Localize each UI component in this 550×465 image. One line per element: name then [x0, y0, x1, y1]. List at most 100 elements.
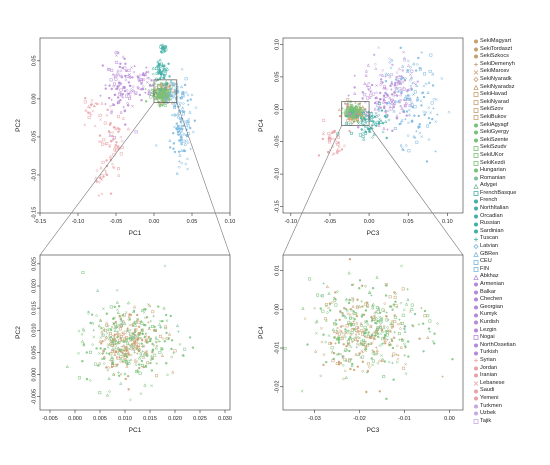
data-point — [117, 371, 120, 374]
data-point — [359, 114, 363, 118]
data-point — [123, 66, 127, 70]
data-point — [179, 95, 184, 99]
data-point — [139, 392, 143, 396]
data-point — [170, 355, 174, 359]
data-point — [398, 81, 401, 85]
legend-item: SekiSzente — [472, 137, 548, 145]
data-point — [128, 73, 131, 76]
data-point — [182, 148, 186, 152]
data-point — [142, 365, 145, 369]
data-point — [357, 109, 361, 112]
data-point — [129, 336, 132, 339]
data-point — [372, 92, 375, 96]
data-point — [366, 96, 370, 100]
data-point — [319, 307, 322, 310]
data-point — [112, 138, 115, 141]
data-point — [335, 330, 340, 334]
legend-label: Romanian — [480, 174, 506, 181]
data-point — [336, 142, 340, 145]
data-point — [105, 366, 108, 369]
data-point — [375, 84, 378, 87]
data-point — [328, 309, 332, 312]
data-point — [116, 336, 119, 339]
data-point — [418, 67, 422, 71]
data-point — [334, 303, 338, 307]
data-point — [115, 342, 119, 346]
data-point — [407, 113, 412, 117]
legend-label: Nogai — [480, 334, 495, 341]
data-point — [119, 338, 123, 342]
data-point — [365, 390, 368, 394]
data-point — [139, 353, 144, 358]
data-point — [343, 314, 346, 318]
data-point — [381, 68, 385, 72]
data-point — [113, 347, 117, 351]
data-point — [346, 312, 350, 316]
data-point — [410, 69, 414, 73]
data-point — [104, 102, 107, 106]
data-point — [150, 384, 154, 388]
data-point — [367, 88, 370, 92]
data-point — [99, 140, 103, 144]
data-point — [374, 114, 379, 118]
data-point — [132, 305, 137, 309]
x-tick-label: 0.10 — [225, 219, 236, 225]
y-tick-label: -0.15 — [31, 207, 37, 220]
data-point — [397, 78, 401, 82]
data-point — [366, 302, 370, 305]
data-point — [169, 93, 173, 97]
data-point — [392, 336, 396, 339]
data-point — [149, 319, 153, 323]
legend-item: Orcadian — [472, 213, 548, 221]
data-point — [100, 192, 104, 196]
data-point — [134, 347, 138, 350]
data-point — [124, 311, 128, 314]
data-point — [350, 283, 354, 287]
data-point — [347, 301, 351, 305]
data-point — [129, 343, 132, 347]
x-tick-label: -0.10 — [72, 219, 85, 225]
data-point — [125, 350, 129, 354]
data-point — [111, 344, 115, 348]
data-point — [124, 359, 127, 362]
data-point — [133, 358, 137, 362]
data-point — [379, 332, 382, 336]
data-point — [116, 330, 120, 333]
data-point — [410, 119, 414, 122]
data-point — [119, 327, 122, 331]
data-point — [412, 93, 415, 96]
data-point — [118, 65, 122, 69]
data-point — [105, 321, 109, 325]
data-point — [361, 91, 364, 94]
data-point — [138, 349, 141, 352]
data-point — [77, 351, 81, 355]
data-point — [114, 150, 117, 153]
data-point — [188, 110, 192, 114]
data-point — [370, 319, 374, 322]
data-point — [88, 350, 92, 354]
data-point — [365, 83, 369, 87]
data-point — [112, 126, 116, 129]
dot-marker-icon — [474, 123, 478, 128]
x-tick-label: 0.00 — [149, 219, 160, 225]
data-point — [110, 87, 113, 91]
data-point — [133, 351, 136, 354]
legend-item: Adygei — [472, 182, 548, 190]
data-point — [168, 75, 171, 78]
legend-label: SekiKezdi — [480, 159, 505, 166]
data-point — [359, 108, 362, 111]
data-point — [107, 96, 111, 100]
data-point — [411, 106, 415, 109]
data-point — [179, 129, 183, 133]
data-point — [402, 56, 407, 60]
data-point — [369, 118, 373, 122]
data-point — [390, 319, 394, 323]
data-point — [163, 66, 167, 70]
data-point — [180, 161, 184, 165]
data-point — [136, 352, 139, 355]
data-point — [119, 94, 124, 98]
data-point — [345, 324, 349, 328]
dot-marker-icon — [474, 222, 478, 227]
data-point — [388, 96, 391, 100]
data-point — [360, 106, 365, 110]
